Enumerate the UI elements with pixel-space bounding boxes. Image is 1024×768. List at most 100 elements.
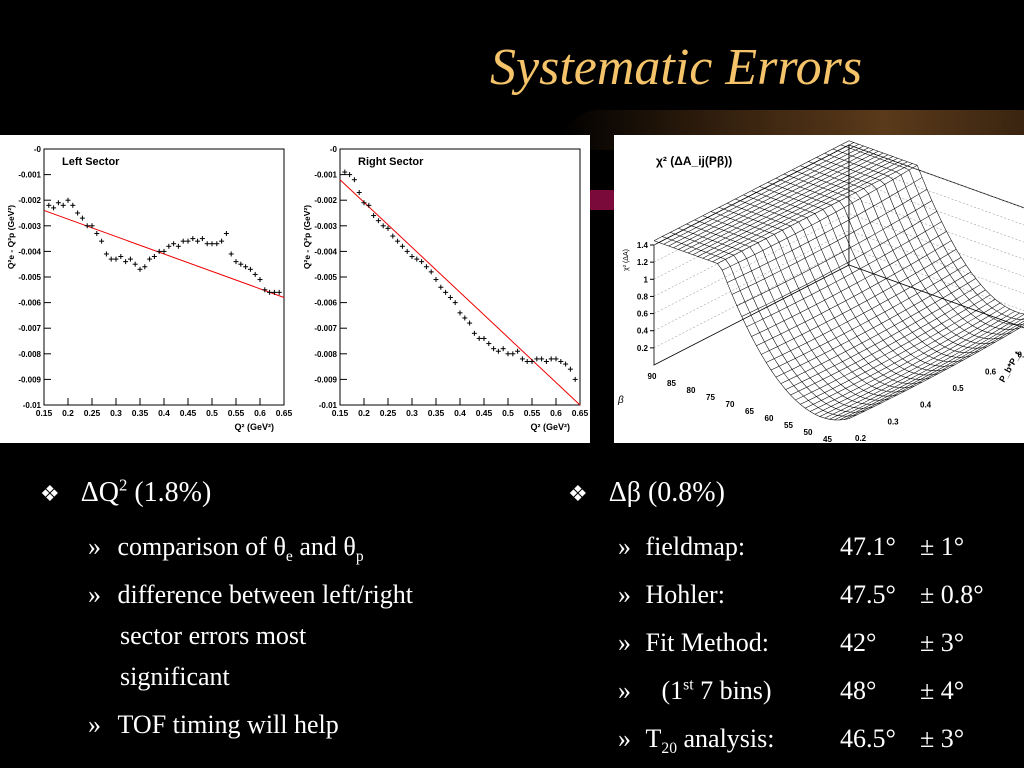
data-point	[180, 238, 186, 244]
y-tick-label: -0	[34, 145, 42, 154]
data-point	[380, 223, 386, 229]
data-point	[243, 264, 249, 270]
data-point	[60, 202, 66, 208]
data-point	[443, 289, 449, 295]
data-point	[395, 238, 401, 244]
beta-tick-label: 45	[823, 435, 832, 443]
back-wall-left	[653, 144, 850, 366]
data-point	[404, 248, 410, 254]
y-tick-label: -0.004	[314, 247, 337, 256]
data-point	[132, 261, 138, 267]
beta-tick-label: 65	[745, 407, 754, 416]
data-point	[553, 356, 559, 362]
item-label: analysis:	[676, 724, 775, 753]
item-error: ± 3°	[920, 628, 965, 657]
y-tick-label: -0.006	[18, 299, 41, 308]
p-tick-label: 0.5	[953, 384, 965, 393]
surface-line	[741, 211, 937, 317]
surface-line	[683, 150, 879, 252]
y-tick-label: -0.002	[314, 196, 337, 205]
data-point	[567, 366, 573, 372]
data-point	[219, 238, 225, 244]
surface-line	[751, 231, 947, 337]
data-point	[199, 236, 205, 242]
x-tick-label: 0.65	[276, 408, 293, 418]
data-point	[113, 256, 119, 262]
x-tick-label: 0.6	[254, 408, 266, 418]
x-tick-label: 0.55	[228, 408, 245, 418]
surface-line	[678, 149, 874, 250]
data-point	[452, 300, 458, 306]
surface-line	[790, 289, 986, 396]
surface-line	[761, 248, 957, 355]
data-point	[419, 259, 425, 265]
item-error: ± 1°	[920, 532, 965, 561]
surface-title: χ² (ΔA_ij(Pβ))	[656, 154, 732, 168]
y-tick-label: -0.003	[18, 222, 41, 231]
right-sector-chart: Right Sector -0 -0.001 -0.002 -0.003 -0.004 -0…	[302, 145, 589, 432]
data-point	[204, 241, 210, 247]
x-axis-label: Q² (GeV²)	[235, 422, 275, 432]
data-point	[252, 271, 258, 277]
x-tick-label: 0.65	[572, 408, 589, 418]
surface-line	[780, 278, 976, 384]
item-value: 47.5°	[840, 580, 896, 609]
beta-tick-label: 90	[648, 372, 657, 381]
surface-line	[653, 140, 850, 241]
p-axis-label: P_b*P_t	[997, 350, 1023, 384]
data-point	[366, 202, 372, 208]
beta-tick-label: 75	[706, 393, 715, 402]
data-point	[75, 210, 81, 216]
surface-line	[785, 284, 981, 390]
surface-line	[673, 147, 869, 248]
data-point	[271, 289, 277, 295]
data-point	[166, 243, 172, 249]
data-point	[342, 169, 348, 175]
sub-marker: »	[88, 710, 101, 739]
data-point	[79, 215, 85, 221]
surface-line	[702, 157, 898, 259]
data-point	[267, 289, 273, 295]
sub-marker: »	[88, 532, 101, 561]
data-point	[414, 256, 420, 262]
item-text: and θ	[292, 532, 356, 561]
data-point	[572, 376, 578, 382]
y-tick-label: -0.009	[18, 375, 41, 384]
y-tick-label: -0.003	[314, 222, 337, 231]
surface-line	[663, 143, 859, 245]
item-label: 7 bins)	[693, 676, 772, 705]
data-point	[356, 190, 362, 196]
wall-grid-line	[653, 213, 1024, 314]
x-tick-label: 0.4	[158, 408, 170, 418]
sub-marker: »	[618, 580, 631, 609]
y-tick-label: -0.01	[319, 401, 338, 410]
data-point	[548, 356, 554, 362]
x-tick-label: 0.15	[36, 408, 53, 418]
y-tick-label: -0.001	[314, 171, 337, 180]
beta-tick-label: 80	[687, 386, 696, 395]
x-tick-label: 0.3	[406, 408, 418, 418]
data-point	[123, 259, 129, 265]
surface-line	[800, 298, 996, 405]
right-item-2: » Hohler: 47.5° ± 0.8°	[618, 578, 984, 612]
left-sector-chart: Left Sector -0 -0.001 -0.002 -0.003 -0.004 -0.…	[6, 145, 293, 432]
data-point	[471, 330, 477, 336]
surface-line	[829, 314, 1024, 420]
item-value: 46.5°	[840, 724, 896, 753]
data-point	[94, 230, 100, 236]
right-sector-plot: Right Sector -0 -0.001 -0.002 -0.003 -0.004 -0…	[296, 135, 590, 443]
z-tick-label: 1	[644, 275, 649, 284]
data-point	[462, 315, 468, 321]
beta-tick-label: 40	[843, 442, 852, 443]
data-point	[539, 356, 545, 362]
data-point	[529, 358, 535, 364]
surface-line	[658, 142, 855, 243]
data-point	[495, 348, 501, 354]
data-point	[99, 238, 105, 244]
data-point	[233, 259, 239, 265]
data-point	[262, 287, 268, 293]
wall-grid-line	[653, 179, 1024, 280]
z-tick-label: 0.4	[637, 327, 649, 336]
surface-line	[814, 308, 1011, 415]
data-point	[228, 251, 234, 257]
